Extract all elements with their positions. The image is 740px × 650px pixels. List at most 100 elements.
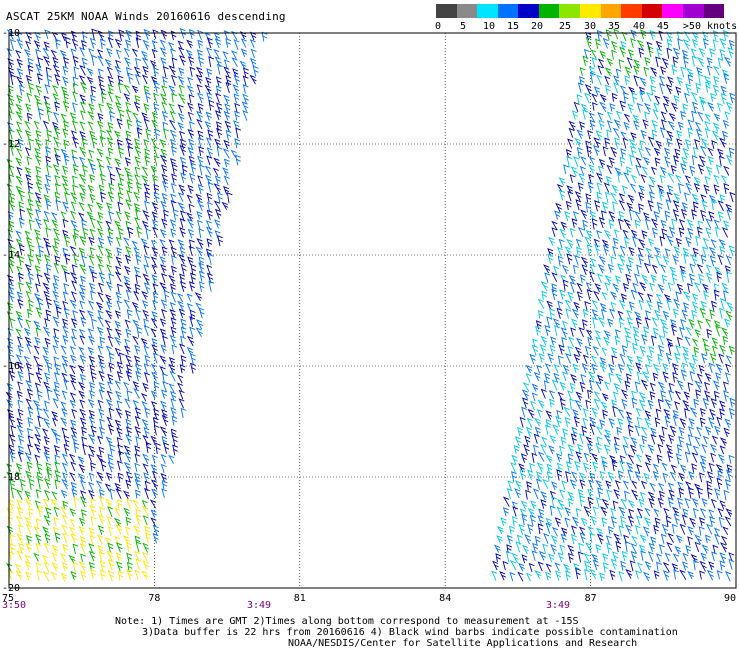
wind-barb	[630, 480, 638, 489]
wind-barb	[134, 145, 142, 157]
wind-barb	[150, 509, 157, 518]
wind-barb	[89, 94, 96, 104]
wind-barb	[242, 75, 249, 86]
wind-barb	[54, 454, 61, 465]
wind-barb	[109, 173, 116, 185]
wind-barb	[117, 227, 124, 239]
wind-barb	[213, 200, 221, 211]
wind-barb	[683, 302, 689, 312]
wind-barb	[98, 83, 106, 95]
wind-barb	[587, 371, 595, 381]
wind-barb	[589, 264, 596, 274]
wind-barb	[135, 37, 142, 48]
wind-barb	[642, 526, 650, 537]
wind-barb	[106, 301, 113, 310]
wind-barb	[107, 570, 115, 582]
wind-barb	[665, 515, 672, 527]
wind-barb	[34, 229, 41, 239]
wind-barb	[206, 238, 213, 248]
wind-barb	[78, 247, 85, 256]
wind-barb	[107, 191, 115, 203]
wind-barb	[706, 328, 713, 339]
wind-barb	[611, 184, 619, 194]
wind-barb	[626, 202, 634, 212]
wind-barb	[141, 499, 148, 509]
wind-barb	[691, 209, 697, 220]
wind-barb	[591, 299, 598, 310]
wind-barb	[701, 199, 708, 212]
wind-barb	[577, 226, 584, 238]
wind-barb	[177, 112, 185, 123]
wind-barb	[16, 515, 23, 526]
wind-barb	[625, 264, 633, 275]
wind-barb	[114, 507, 121, 517]
wind-barb	[179, 28, 187, 39]
wind-barb	[141, 551, 149, 562]
wind-barb	[673, 298, 681, 309]
wind-barb	[105, 129, 113, 141]
wind-barb	[97, 435, 104, 445]
wind-barb	[643, 472, 650, 483]
wind-barb	[620, 389, 628, 400]
wind-barb	[63, 139, 70, 150]
wind-barb	[97, 310, 104, 319]
wind-barb	[600, 308, 607, 319]
wind-barb	[69, 399, 77, 409]
wind-barb	[556, 469, 563, 481]
wind-barb	[114, 419, 122, 429]
wind-barb	[151, 174, 158, 184]
wind-barb	[78, 201, 85, 212]
wind-barb	[578, 172, 586, 184]
wind-barb	[151, 48, 158, 58]
wind-barb	[143, 427, 150, 438]
wind-barb	[91, 28, 98, 40]
wind-barb	[97, 525, 105, 536]
wind-barb	[617, 263, 624, 274]
wind-barb	[70, 533, 77, 543]
wind-barb	[662, 310, 670, 321]
wind-barb	[15, 110, 23, 121]
wind-barb	[252, 65, 259, 77]
wind-barb	[575, 507, 582, 518]
wind-barb	[195, 302, 202, 312]
wind-barb	[123, 461, 131, 472]
wind-barb	[205, 111, 212, 121]
wind-barb	[235, 154, 241, 166]
wind-barb	[582, 219, 589, 231]
wind-barb	[651, 227, 658, 239]
wind-barb	[6, 408, 14, 419]
wind-barb	[124, 451, 132, 463]
wind-barb	[683, 253, 690, 264]
wind-barb	[118, 352, 125, 364]
wind-barb	[98, 103, 104, 113]
wind-barb	[105, 436, 113, 447]
wind-barb	[52, 93, 60, 103]
wind-barb	[123, 507, 130, 517]
wind-barb	[162, 66, 169, 78]
wind-barb	[189, 66, 196, 77]
wind-barb	[724, 479, 731, 490]
wind-barb	[69, 345, 76, 355]
wind-barb	[601, 347, 608, 356]
wind-barb	[8, 551, 15, 561]
wind-barb	[688, 417, 695, 427]
wind-barb	[142, 463, 149, 474]
wind-barb	[623, 534, 629, 544]
wind-barb	[168, 65, 176, 76]
wind-barb	[16, 38, 24, 50]
wind-barb	[207, 201, 213, 212]
wind-barb	[633, 333, 640, 346]
wind-barb	[15, 462, 23, 472]
wind-barb	[589, 210, 596, 220]
wind-barb	[640, 480, 647, 490]
wind-barb	[44, 533, 51, 544]
wind-barb	[725, 508, 733, 518]
wind-barb	[725, 203, 733, 213]
wind-barb	[17, 451, 24, 462]
wind-barb	[169, 110, 176, 121]
wind-barb	[688, 318, 695, 329]
wind-barb	[16, 361, 24, 373]
wind-barb	[618, 571, 625, 582]
wind-barb	[224, 120, 232, 132]
wind-barb	[653, 246, 661, 255]
